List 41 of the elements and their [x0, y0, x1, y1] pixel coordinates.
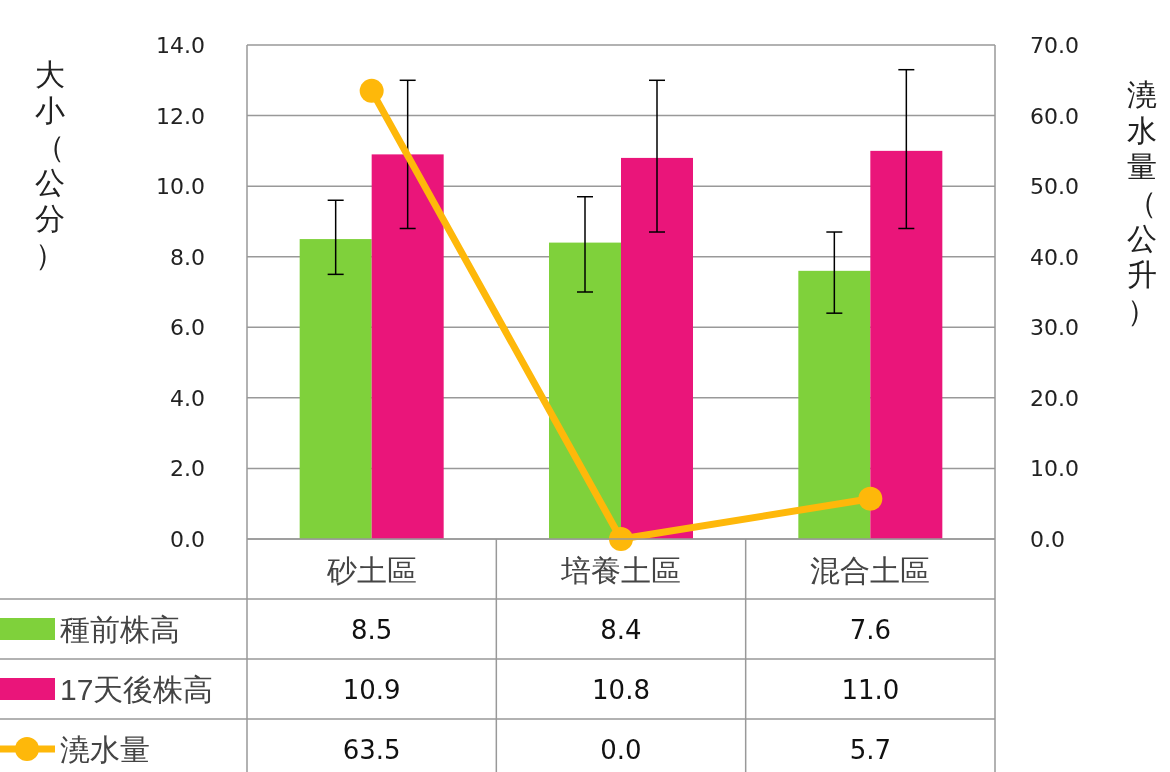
y2-tick-label: 20.0	[1030, 385, 1079, 411]
data-label: 11.0	[841, 675, 900, 705]
y2-tick-label: 0.0	[1030, 527, 1065, 552]
y2-tick-label: 30.0	[1030, 315, 1079, 341]
legend-label: 17天後株高	[60, 673, 214, 706]
y2-tick-label: 40.0	[1030, 244, 1079, 270]
y-tick-label: 12.0	[156, 103, 205, 129]
data-label: 8.5	[350, 615, 393, 645]
y-axis-title: 大小（公分）	[35, 58, 65, 271]
data-label: 0.0	[600, 735, 642, 765]
bar	[870, 150, 943, 539]
bar	[798, 270, 871, 539]
data-label: 5.7	[849, 735, 892, 765]
y2-tick-label: 50.0	[1030, 174, 1079, 200]
y-tick-label: 0.0	[170, 527, 205, 552]
bar	[621, 157, 693, 539]
y-tick-label: 8.0	[170, 244, 205, 270]
y-tick-label: 4.0	[170, 385, 205, 411]
point	[858, 486, 883, 511]
data-label: 10.8	[592, 675, 650, 705]
bar	[549, 242, 621, 539]
x-tick-label: 砂土區	[325, 554, 417, 587]
legend-label: 種前株高	[60, 613, 180, 646]
y2-tick-label: 60.0	[1030, 103, 1079, 129]
x-tick-label: 混合土區	[810, 554, 931, 587]
data-label: 8.4	[600, 615, 642, 645]
y-tick-label: 2.0	[170, 456, 205, 482]
y-tick-label: 10.0	[156, 174, 205, 200]
y2-axis-title: 澆水量（公升）	[1127, 78, 1157, 327]
legend-label: 澆水量	[60, 733, 150, 766]
data-label: 63.5	[342, 735, 401, 765]
y-tick-label: 6.0	[170, 315, 205, 341]
y-tick-label: 14.0	[156, 33, 205, 58]
data-label: 10.9	[342, 675, 401, 705]
bar	[299, 239, 372, 539]
y2-tick-label: 10.0	[1030, 456, 1079, 482]
bar	[371, 154, 444, 539]
y2-tick-label: 70.0	[1030, 33, 1079, 58]
data-label: 7.6	[849, 615, 892, 645]
point	[359, 78, 384, 103]
x-tick-label: 培養土區	[560, 554, 681, 587]
